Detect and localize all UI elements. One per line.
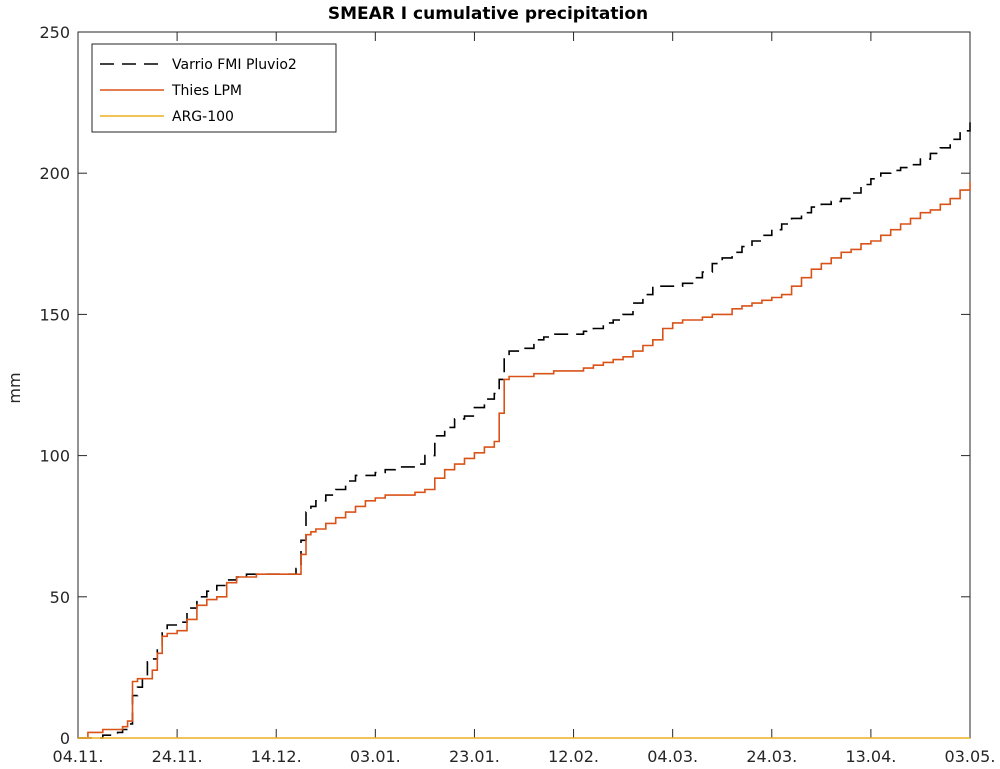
x-tick-label: 23.01. [449,747,500,766]
legend-label-0: Varrio FMI Pluvio2 [172,57,297,73]
x-tick-label: 24.03. [746,747,797,766]
legend-box [91,43,337,133]
x-tick-label: 24.11. [152,747,203,766]
x-tick-label: 13.04. [845,747,896,766]
x-tick-label: 03.01. [350,747,401,766]
y-tick-label: 200 [39,164,70,183]
legend-label-1: Thies LPM [171,83,242,99]
series-line-0 [78,122,971,739]
x-tick-label: 03.05. [945,747,996,766]
x-tick-label: 14.12. [251,747,302,766]
y-tick-label: 0 [60,729,70,748]
y-tick-label: 50 [50,588,70,607]
series-line-1 [78,181,971,739]
x-tick-label: 04.03. [647,747,698,766]
y-tick-label: 150 [39,305,70,324]
legend-label-2: ARG-100 [172,109,234,125]
y-tick-label: 100 [39,447,70,466]
axes-box [77,31,971,739]
x-tick-label: 12.02. [548,747,599,766]
y-axis-label: mm [5,372,24,403]
legend: Varrio FMI Pluvio2 Thies LPM ARG-100 [91,43,337,133]
x-tick-label: 04.11. [53,747,104,766]
plot-area: 0 50 100 150 200 250 04.11. 24.11. 14.12. 03.01. 2… [39,23,995,766]
chart-title: SMEAR I cumulative precipitation [328,4,648,24]
y-tick-label: 250 [39,23,70,42]
